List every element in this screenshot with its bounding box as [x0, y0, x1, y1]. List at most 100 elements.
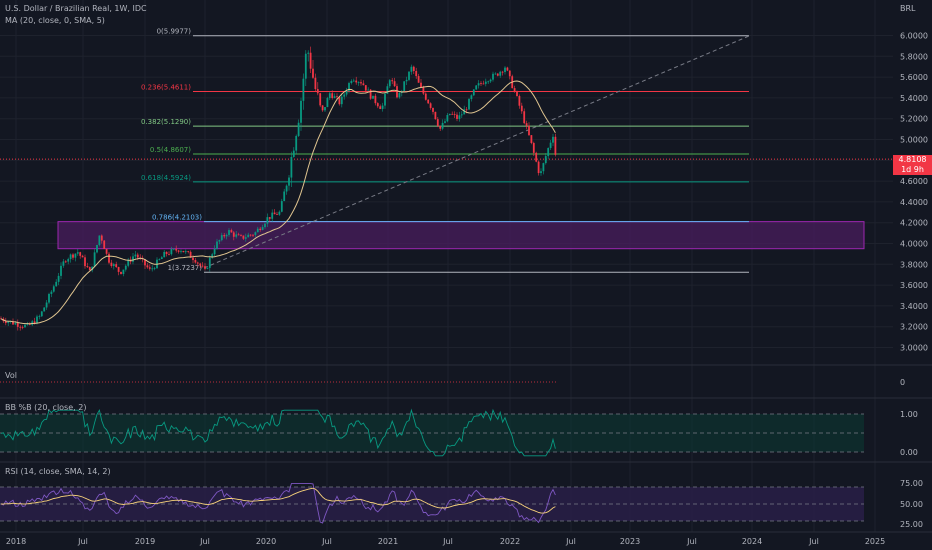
candle-body: [14, 323, 17, 325]
candle-body: [218, 240, 221, 242]
candle-body: [208, 257, 211, 268]
price-tick-label: 5.4000: [900, 94, 928, 103]
fib-level-label: 0.382(5.1290): [141, 118, 191, 126]
candle-body: [103, 240, 106, 250]
time-tick-label: Jul: [321, 537, 332, 546]
trend-line[interactable]: [0, 35, 893, 269]
candle-body: [496, 73, 499, 76]
candle-body: [465, 109, 468, 111]
candle-body: [542, 163, 545, 172]
candle-body: [537, 161, 540, 174]
candle-body: [172, 248, 175, 250]
candle-body: [189, 251, 192, 258]
candle-body: [213, 248, 216, 255]
indicator-panes: 0 1.00 0.00 75.00 50.00 25.00: [0, 378, 923, 529]
candle-body: [43, 307, 46, 312]
candle-body: [350, 80, 353, 84]
rsi-legend[interactable]: RSI (14, close, SMA, 14, 2): [5, 467, 111, 476]
candle-body: [127, 259, 130, 266]
candle-body: [19, 326, 22, 328]
candle-body: [266, 217, 269, 224]
candle-body: [225, 234, 228, 237]
candle-body: [508, 70, 511, 77]
fib-zone-rect: [57, 221, 865, 250]
candle-body: [535, 152, 538, 162]
fib-level-label: 0(5.9977): [157, 28, 192, 36]
candle-body: [91, 266, 94, 271]
candle-body: [48, 293, 50, 303]
candle-body: [4, 321, 7, 324]
fib-retracement[interactable]: 0(5.9977) 0.236(5.4611) 0.382(5.1290) 0.5(4…: [141, 28, 749, 273]
candle-body: [487, 81, 490, 83]
candle-body: [285, 185, 288, 192]
candle-body: [362, 83, 365, 86]
rsi-tick-label: 50.00: [900, 500, 923, 509]
candle-body: [540, 171, 542, 174]
fib-level-label: 0.618(4.5924): [141, 174, 191, 182]
candle-body: [180, 250, 182, 252]
time-tick-label: Jul: [808, 537, 819, 546]
ma-legend[interactable]: MA (20, close, 0, SMA, 5): [5, 16, 105, 25]
candle-body: [408, 71, 410, 80]
candle-body: [324, 107, 326, 111]
candle-body: [532, 143, 535, 153]
candle-body: [396, 86, 398, 98]
ma-polyline: [0, 80, 556, 325]
time-tick-label: 2023: [620, 537, 640, 546]
bb-legend[interactable]: BB %B (20, close, 2): [5, 403, 87, 412]
candle-body: [175, 248, 178, 251]
candle-body: [151, 268, 154, 270]
candle-body: [316, 89, 319, 94]
candle-body: [247, 234, 250, 238]
candle-body: [261, 227, 264, 230]
price-tick-label: 4.4000: [900, 198, 928, 207]
vol-legend[interactable]: Vol: [5, 371, 17, 380]
candle-body: [475, 85, 478, 90]
candle-body: [340, 96, 343, 105]
time-tick-label: 2021: [378, 537, 398, 546]
candle-body: [206, 267, 209, 269]
candle-body: [148, 267, 151, 269]
candle-body: [432, 107, 434, 112]
candle-body: [307, 52, 310, 54]
candle-body: [460, 114, 463, 116]
rsi-ma-line: [0, 487, 556, 514]
candle-body: [223, 235, 226, 237]
candle-body: [134, 254, 137, 257]
candle-body: [463, 109, 466, 115]
fib-zone-box[interactable]: [57, 221, 865, 250]
candle-body: [393, 81, 396, 87]
candle-body: [319, 93, 322, 106]
price-tick-label: 5.0000: [900, 136, 928, 145]
candle-body: [57, 275, 60, 282]
candle-body: [448, 113, 451, 115]
candle-body: [283, 191, 286, 202]
bb-tick-label: 0.00: [900, 448, 918, 457]
fib-level-label: 0.786(4.2103): [152, 214, 202, 222]
candle-body: [254, 232, 257, 235]
candle-body: [182, 250, 185, 253]
price-axis: 6.00005.80005.60005.40005.20005.00004.80…: [900, 32, 928, 353]
candle-body: [273, 212, 276, 215]
candle-body: [124, 265, 127, 270]
candle-body: [170, 249, 173, 255]
candle-body: [436, 119, 439, 126]
candle-body: [55, 281, 58, 287]
candle-body: [100, 235, 103, 241]
candle-body: [72, 254, 74, 258]
candle-body: [444, 121, 446, 123]
candle-body: [168, 254, 170, 255]
vol-tick-label: 0: [900, 378, 905, 387]
candle-body: [451, 113, 454, 115]
candle-body: [530, 135, 533, 144]
candle-body: [69, 254, 72, 260]
candle-body: [528, 125, 530, 136]
candle-body: [489, 79, 492, 82]
fib-level-label: 0.5(4.8607): [150, 146, 191, 154]
candle-body: [60, 265, 62, 276]
candle-body: [144, 259, 146, 266]
candle-body: [112, 264, 115, 266]
candle-body: [292, 150, 295, 157]
candle-body: [492, 73, 494, 80]
